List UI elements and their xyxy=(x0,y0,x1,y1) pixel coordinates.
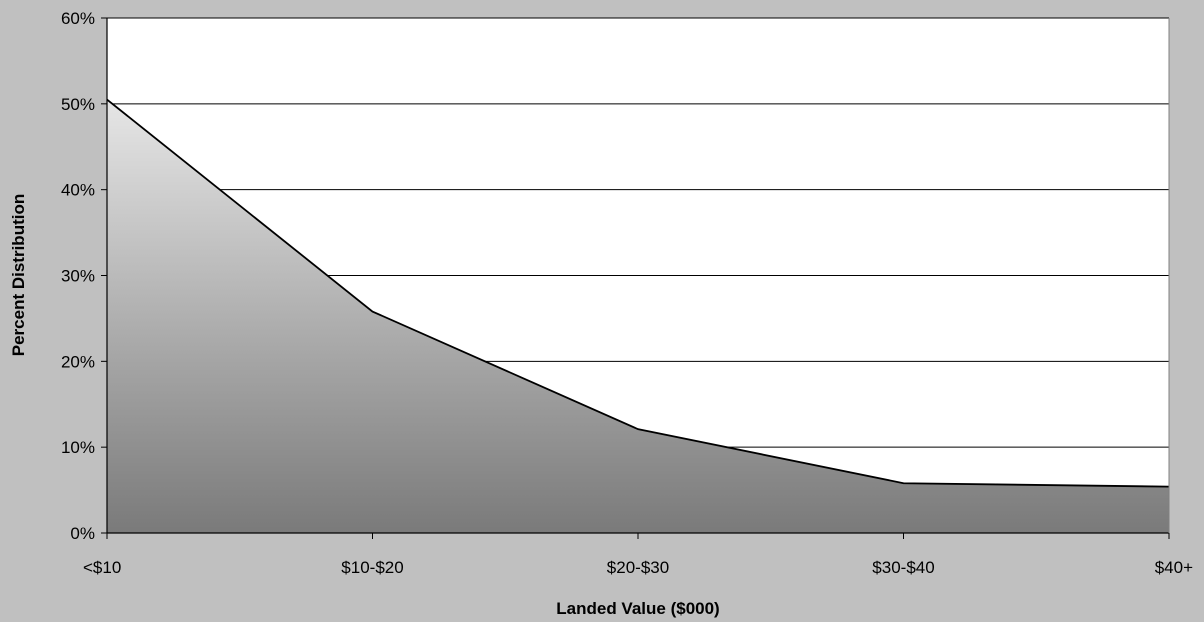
x-axis-title: Landed Value ($000) xyxy=(556,599,719,618)
y-tick-label: 30% xyxy=(61,267,95,286)
x-tick-label: $30-$40 xyxy=(872,558,934,577)
axes xyxy=(101,17,1170,539)
x-tick-label: $20-$30 xyxy=(607,558,669,577)
y-axis-title: Percent Distribution xyxy=(9,194,28,356)
y-tick-labels: 0% 10% 20% 30% 40% 50% 60% xyxy=(61,9,95,543)
area-fill xyxy=(107,99,1169,534)
y-tick-label: 0% xyxy=(70,524,95,543)
x-tick-labels: <$10 $10-$20 $20-$30 $30-$40 $40+ xyxy=(83,558,1193,577)
x-tick-label: $40+ xyxy=(1155,558,1193,577)
y-tick-label: 10% xyxy=(61,438,95,457)
x-tick-label: $10-$20 xyxy=(341,558,403,577)
area-line xyxy=(106,98,1170,488)
area-series xyxy=(106,98,1170,534)
y-tick-label: 40% xyxy=(61,181,95,200)
x-tick-label: <$10 xyxy=(83,558,121,577)
y-tick-label: 60% xyxy=(61,9,95,28)
y-tick-label: 20% xyxy=(61,352,95,371)
y-tick-label: 50% xyxy=(61,95,95,114)
